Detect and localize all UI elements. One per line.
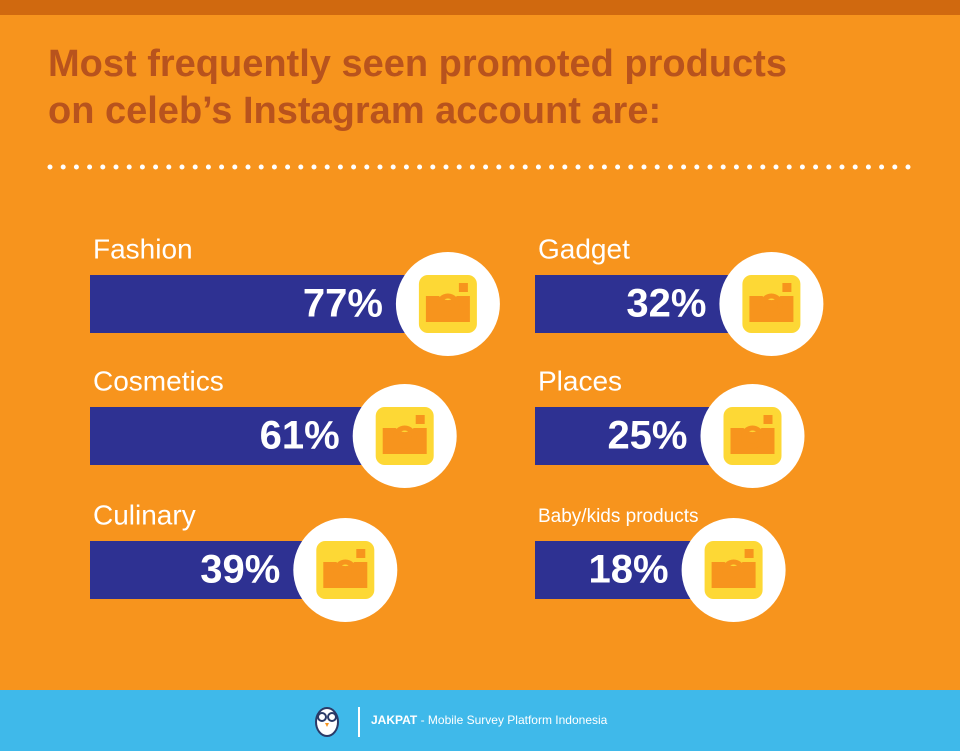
category-label: Culinary: [93, 499, 196, 530]
footer-text: JAKPAT - Mobile Survey Platform Indonesi…: [371, 713, 608, 727]
top-strip: [0, 0, 960, 15]
instagram-icon: [719, 252, 824, 356]
category-label: Places: [538, 365, 622, 396]
icon-lens: [436, 293, 460, 317]
instagram-icon: [352, 384, 457, 488]
icon-lens: [393, 425, 417, 449]
value-label: 61%: [260, 414, 340, 458]
icon-lens: [741, 425, 764, 449]
category-label: Cosmetics: [93, 365, 224, 396]
icon-flash: [458, 283, 468, 292]
icon-flash: [744, 549, 754, 558]
icon-flash: [763, 415, 773, 424]
category-label: Baby/kids products: [538, 506, 699, 527]
icon-flash: [782, 283, 792, 292]
instagram-icon: [681, 518, 786, 622]
value-label: 39%: [200, 548, 280, 592]
category-label: Fashion: [93, 233, 193, 264]
bar: [90, 407, 405, 465]
footer-tagline: - Mobile Survey Platform Indonesia: [421, 713, 608, 727]
value-label: 32%: [626, 282, 706, 326]
category-label: Gadget: [538, 233, 630, 264]
instagram-icon: [293, 518, 398, 622]
title-line: on celeb’s Instagram account are:: [48, 90, 661, 132]
icon-flash: [356, 549, 366, 558]
icon-lens: [722, 559, 746, 583]
footer-bar: [0, 690, 960, 751]
instagram-icon: [395, 252, 500, 356]
icon-flash: [415, 415, 425, 424]
owl-logo: [315, 707, 339, 737]
bar: [90, 275, 448, 333]
value-label: 25%: [607, 414, 687, 458]
icon-lens: [759, 293, 783, 317]
title-line: Most frequently seen promoted products: [48, 43, 787, 85]
value-label: 18%: [589, 548, 669, 592]
footer-brand: JAKPAT: [371, 713, 418, 727]
icon-lens: [333, 559, 357, 583]
value-label: 77%: [303, 282, 383, 326]
instagram-icon: [700, 384, 805, 488]
